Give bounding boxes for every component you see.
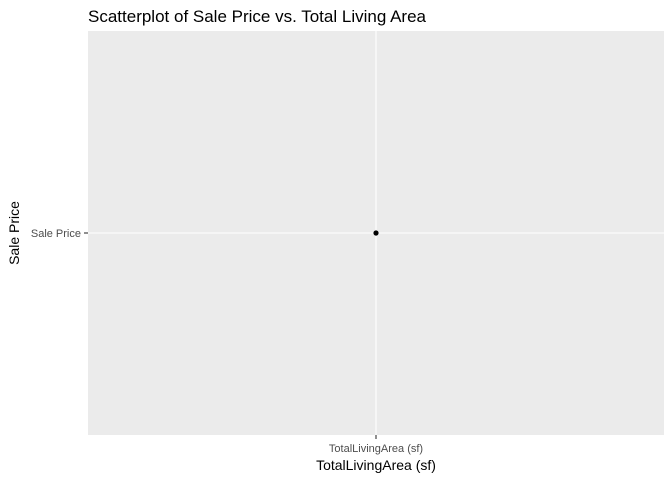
axis-ticks: TotalLivingArea (sf) Sale Price bbox=[31, 228, 423, 455]
x-axis-title: TotalLivingArea (sf) bbox=[316, 457, 436, 473]
data-points bbox=[373, 230, 379, 236]
data-point bbox=[373, 230, 379, 236]
x-tick-label: TotalLivingArea (sf) bbox=[329, 443, 423, 455]
y-axis-title: Sale Price bbox=[6, 201, 22, 265]
chart-title: Scatterplot of Sale Price vs. Total Livi… bbox=[88, 7, 427, 26]
y-tick-label: Sale Price bbox=[31, 228, 81, 240]
